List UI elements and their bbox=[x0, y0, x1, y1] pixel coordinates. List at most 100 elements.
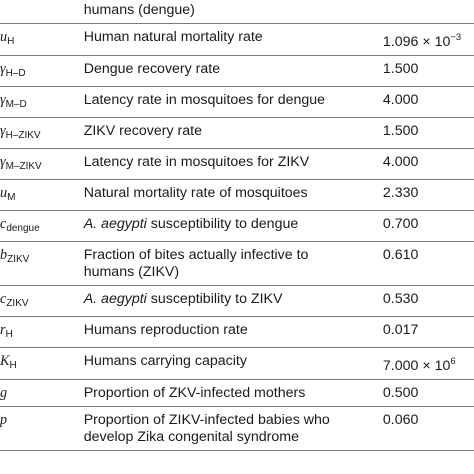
parameter-table: humans (dengue) uH Human natural mortali… bbox=[0, 0, 474, 451]
symbol-subscript: H–D bbox=[5, 68, 26, 79]
symbol-cell bbox=[0, 0, 78, 24]
symbol-base: r bbox=[0, 322, 6, 338]
table-row: cZIKV A. aegypti susceptibility to ZIKV … bbox=[0, 286, 474, 317]
value-cell: 7.000 × 106 bbox=[359, 348, 474, 380]
description-text: Humans carrying capacity bbox=[83, 353, 247, 369]
value-cell: 4.000 bbox=[359, 87, 474, 118]
value-text: 0.017 bbox=[382, 322, 419, 338]
value-text: 0.060 bbox=[382, 412, 419, 428]
description-cell: Dengue recovery rate bbox=[78, 56, 359, 87]
symbol-cell: uM bbox=[0, 180, 78, 211]
table-row: KH Humans carrying capacity 7.000 × 106 bbox=[0, 348, 474, 380]
description-cell: Human natural mortality rate bbox=[78, 24, 359, 56]
symbol-cell: γH–D bbox=[0, 56, 78, 87]
symbol-cell: γM–ZIKV bbox=[0, 149, 78, 180]
symbol-subscript: M–ZIKV bbox=[5, 161, 42, 172]
symbol-cell: g bbox=[0, 380, 78, 407]
symbol-subscript: H bbox=[9, 360, 17, 371]
species-name: A. aegypti bbox=[83, 291, 147, 307]
description-cell: ZIKV recovery rate bbox=[78, 118, 359, 149]
description-cell: Humans carrying capacity bbox=[78, 348, 359, 380]
table-row: γH–D Dengue recovery rate 1.500 bbox=[0, 56, 474, 87]
symbol-base: u bbox=[0, 185, 8, 201]
value-cell: 4.000 bbox=[359, 149, 474, 180]
table-row: uM Natural mortality rate of mosquitoes … bbox=[0, 180, 474, 211]
species-name: A. aegypti bbox=[83, 216, 147, 232]
symbol-subscript: M–D bbox=[5, 99, 27, 110]
description-cell: A. aegypti susceptibility to dengue bbox=[78, 211, 359, 242]
symbol-base: γ bbox=[0, 61, 6, 77]
description-cell: Natural mortality rate of mosquitoes bbox=[78, 180, 359, 211]
symbol-subscript: ZIKV bbox=[6, 298, 29, 309]
symbol-base: p bbox=[0, 412, 8, 428]
value-text: 4.000 bbox=[382, 154, 419, 170]
description-text: Latency rate in mosquitoes for ZIKV bbox=[83, 154, 310, 170]
symbol-subscript: H bbox=[7, 36, 15, 47]
symbol-subscript: ZIKV bbox=[7, 254, 30, 265]
description-cell: Proportion of ZIKV-infected babies who d… bbox=[78, 407, 359, 451]
value-text: 0.700 bbox=[382, 216, 419, 232]
value-cell: 1.500 bbox=[359, 118, 474, 149]
symbol-cell: cdengue bbox=[0, 211, 78, 242]
description-text: susceptibility to dengue bbox=[146, 216, 299, 232]
description-cell: Latency rate in mosquitoes for dengue bbox=[78, 87, 359, 118]
symbol-subscript: H–ZIKV bbox=[5, 130, 41, 141]
value-text: 0.610 bbox=[382, 247, 419, 263]
value-text: 7.000 × 10 bbox=[382, 358, 451, 374]
value-cell: 2.330 bbox=[359, 180, 474, 211]
description-cell: humans (dengue) bbox=[78, 0, 359, 24]
value-cell: 1.500 bbox=[359, 56, 474, 87]
value-text: 1.500 bbox=[382, 123, 419, 139]
description-text: susceptibility to ZIKV bbox=[146, 291, 283, 307]
symbol-cell: p bbox=[0, 407, 78, 451]
table-row: γM–ZIKV Latency rate in mosquitoes for Z… bbox=[0, 149, 474, 180]
symbol-base: b bbox=[0, 247, 8, 263]
description-cell: Humans reproduction rate bbox=[78, 317, 359, 348]
symbol-cell: bZIKV bbox=[0, 242, 78, 286]
symbol-base: g bbox=[0, 385, 8, 401]
description-text: Proportion of ZIKV-infected babies who d… bbox=[83, 412, 330, 445]
description-cell: Proportion of ZKV-infected mothers bbox=[78, 380, 359, 407]
value-text: 0.500 bbox=[382, 385, 419, 401]
symbol-cell: γH–ZIKV bbox=[0, 118, 78, 149]
value-cell: 0.610 bbox=[359, 242, 474, 286]
value-cell: 0.017 bbox=[359, 317, 474, 348]
symbol-cell: γM–D bbox=[0, 87, 78, 118]
value-cell: 1.096 × 10−3 bbox=[359, 24, 474, 56]
symbol-base: γ bbox=[0, 154, 6, 170]
description-text: Fraction of bites actually infective to … bbox=[83, 247, 309, 280]
table-row: bZIKV Fraction of bites actually infecti… bbox=[0, 242, 474, 286]
symbol-cell: rH bbox=[0, 317, 78, 348]
symbol-base: K bbox=[0, 353, 10, 369]
value-text: 2.330 bbox=[382, 185, 419, 201]
value-cell: 0.060 bbox=[359, 407, 474, 451]
value-cell: 0.700 bbox=[359, 211, 474, 242]
symbol-cell: KH bbox=[0, 348, 78, 380]
description-text: Natural mortality rate of mosquitoes bbox=[83, 185, 308, 201]
table-row: γH–ZIKV ZIKV recovery rate 1.500 bbox=[0, 118, 474, 149]
symbol-base: γ bbox=[0, 92, 6, 108]
value-cell: 0.500 bbox=[359, 380, 474, 407]
symbol-subscript: M bbox=[7, 192, 16, 203]
symbol-subscript: H bbox=[5, 329, 13, 340]
description-text: Dengue recovery rate bbox=[83, 61, 221, 77]
symbol-cell: uH bbox=[0, 24, 78, 56]
description-cell: Latency rate in mosquitoes for ZIKV bbox=[78, 149, 359, 180]
description-text: Latency rate in mosquitoes for dengue bbox=[83, 92, 326, 108]
description-cell: Fraction of bites actually infective to … bbox=[78, 242, 359, 286]
description-text: Humans reproduction rate bbox=[83, 322, 248, 338]
symbol-cell: cZIKV bbox=[0, 286, 78, 317]
value-text: 0.530 bbox=[382, 291, 419, 307]
symbol-base: c bbox=[0, 216, 7, 232]
value-cell: 0.530 bbox=[359, 286, 474, 317]
table-row: p Proportion of ZIKV-infected babies who… bbox=[0, 407, 474, 451]
description-text: Proportion of ZKV-infected mothers bbox=[83, 385, 306, 401]
table-row: uH Human natural mortality rate 1.096 × … bbox=[0, 24, 474, 56]
value-text: 1.500 bbox=[382, 61, 419, 77]
table-row: γM–D Latency rate in mosquitoes for deng… bbox=[0, 87, 474, 118]
table-row: humans (dengue) bbox=[0, 0, 474, 24]
symbol-subscript: dengue bbox=[6, 223, 40, 234]
value-exponent: 6 bbox=[450, 356, 456, 367]
symbol-base: γ bbox=[0, 123, 6, 139]
